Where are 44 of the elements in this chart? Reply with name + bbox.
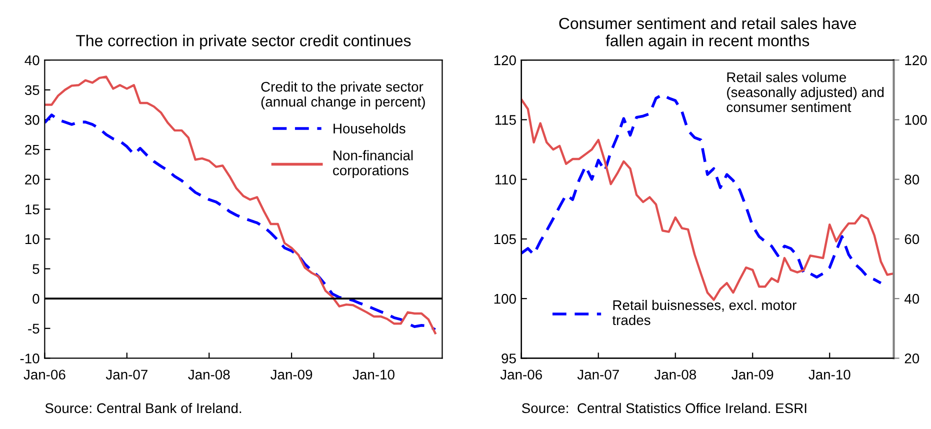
- source-note: Source: Central Statistics Office Ireland. ESRI: [522, 402, 806, 414]
- x-tick-label: Jan-10: [352, 370, 394, 380]
- y-tick-label: 35: [24, 85, 40, 96]
- x-tick-label: Jan-06: [24, 370, 66, 380]
- y-tick-label: 100: [494, 294, 516, 304]
- source-note: Source: Central Bank of Ireland.: [45, 402, 242, 414]
- legend-label: Non-financial corporations: [333, 150, 413, 178]
- y-tick-label: 105: [494, 234, 516, 244]
- y-tick-label: 0: [32, 294, 40, 304]
- y2-tick-label: 60: [904, 234, 920, 244]
- line-series: [44, 76, 436, 334]
- y-tick-label: 115: [495, 115, 516, 125]
- y2-tick-label: 100: [905, 115, 927, 125]
- y2-tick-label: 80: [904, 174, 920, 184]
- chart-title: Consumer sentiment and retail sales have fallen again in recent months: [559, 17, 856, 50]
- line-series: [44, 114, 437, 331]
- y2-tick-label: 40: [904, 294, 920, 304]
- chart-title: The correction in private sector credit continues: [76, 34, 411, 50]
- x-tick-label: Jan-08: [654, 370, 696, 380]
- y-tick-label: 120: [494, 55, 516, 66]
- legend-label: Retail buisnesses, excl. motor trades: [612, 300, 796, 326]
- y-tick-label: 5: [32, 264, 40, 274]
- x-tick-label: Jan-06: [500, 370, 542, 380]
- y-tick-label: 95: [502, 354, 516, 364]
- y-tick-label: 15: [25, 204, 40, 214]
- y-tick-label: 25: [25, 144, 40, 155]
- x-tick-label: Jan-08: [188, 370, 230, 380]
- y-tick-label: 40: [24, 55, 40, 66]
- legend-title: Credit to the private sector (annual change in percent): [261, 82, 425, 110]
- y-tick-label: -10: [20, 354, 40, 364]
- x-tick-label: Jan-07: [106, 370, 148, 380]
- x-tick-label: Jan-07: [577, 370, 619, 380]
- annotation: Retail sales volume (seasonally adjusted) and consumer sentiment: [726, 72, 884, 112]
- x-tick-label: Jan-10: [808, 370, 850, 380]
- y-tick-label: 110: [495, 174, 516, 184]
- y-tick-label: 20: [25, 174, 40, 184]
- y-tick-label: -5: [28, 324, 40, 334]
- x-tick-label: Jan-09: [732, 370, 774, 380]
- y2-tick-label: 20: [904, 354, 920, 364]
- y-tick-label: 30: [24, 115, 40, 125]
- y-tick-label: 10: [25, 234, 40, 244]
- x-tick-label: Jan-09: [270, 370, 312, 380]
- y2-tick-label: 120: [905, 55, 927, 66]
- legend-label: Households: [334, 123, 406, 134]
